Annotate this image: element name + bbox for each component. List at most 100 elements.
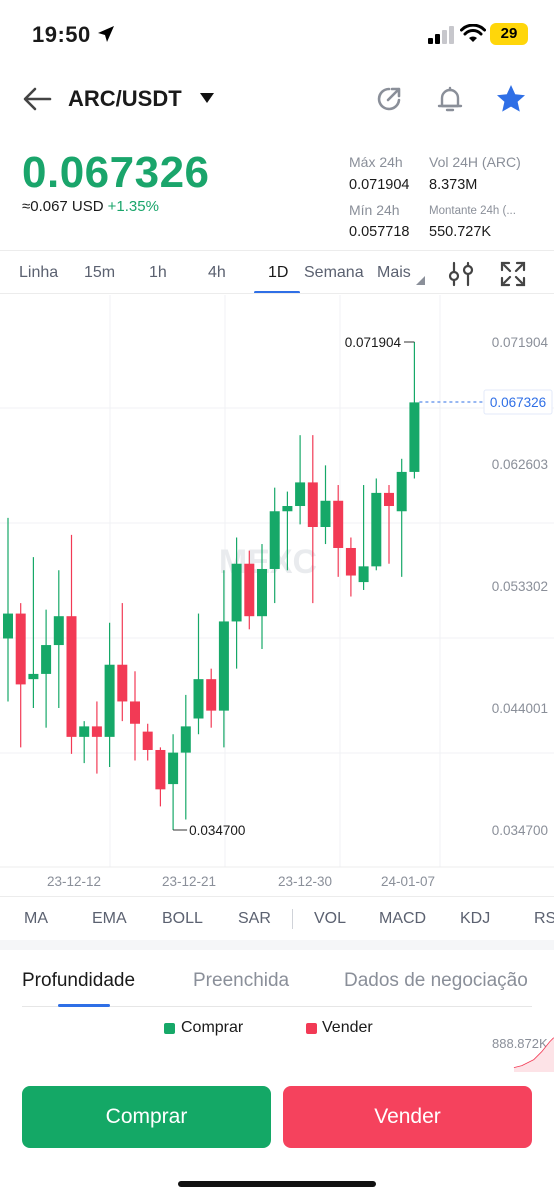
candle-body (371, 492, 382, 567)
candle-body (41, 645, 52, 674)
price-summary: 0.067326 ≈0.067 USD +1.35% Máx 24h 0.0719… (0, 140, 554, 250)
candle-body (79, 726, 90, 737)
sell-legend-label: Vender (322, 1019, 373, 1036)
tab-linha[interactable]: Linha (19, 264, 59, 281)
current-price-tag (483, 389, 553, 415)
candle-body (155, 749, 166, 790)
tab-15m[interactable]: 15m (84, 264, 116, 281)
indicator-separator (292, 909, 293, 929)
candle-body (104, 664, 115, 737)
low-24h-label: Mín 24h (349, 202, 400, 218)
y-tick-label: 0.062603 (492, 457, 548, 472)
indicator-bar: MA EMA BOLL SAR VOL MACD KDJ RS (0, 900, 554, 938)
indicator-settings-icon[interactable] (447, 261, 475, 287)
candle-body (3, 613, 13, 639)
share-icon[interactable] (374, 84, 404, 114)
current-price-label: 0.067326 (490, 395, 546, 410)
depth-axis-value: 888.872K (492, 1036, 548, 1051)
low-price-label: 0.034700 (189, 823, 245, 838)
low-24h-value: 0.057718 (349, 224, 410, 240)
header: ARC/USDT (0, 70, 554, 128)
fullscreen-icon[interactable] (500, 261, 526, 287)
bell-icon[interactable] (435, 84, 465, 114)
candle-body (307, 482, 318, 528)
amount-24h-label: Montante 24h (... (429, 205, 516, 217)
depth-chart-curve (513, 1037, 554, 1072)
x-tick-label: 23-12-30 (278, 874, 332, 889)
status-bar: 19:50 29 (0, 0, 554, 70)
candlestick-chart[interactable]: MEXC 0.071904 0.062603 0.053302 0.044001 0.0… (0, 295, 554, 895)
buy-button[interactable]: Comprar (22, 1086, 271, 1148)
x-tick-label: 23-12-12 (47, 874, 101, 889)
candle-body (193, 679, 204, 719)
buy-legend-label: Comprar (181, 1019, 244, 1036)
candle-body (28, 673, 39, 680)
candle-body (320, 500, 331, 528)
candle-body (168, 752, 179, 785)
tab-profundidade[interactable]: Profundidade (22, 970, 136, 991)
candle-body (396, 471, 407, 512)
tab-4h[interactable]: 4h (208, 264, 226, 281)
candle-body (244, 563, 255, 617)
candle-body (409, 402, 420, 472)
usd-approx: ≈0.067 USD (22, 198, 104, 215)
candle-body (282, 506, 293, 512)
sell-swatch (306, 1023, 317, 1034)
candle-body (384, 492, 394, 507)
amount-24h-value: 550.727K (429, 224, 492, 240)
vol-24h-value: 8.373M (429, 177, 478, 193)
indicator-kdj[interactable]: KDJ (460, 910, 491, 927)
candle-body (66, 616, 77, 737)
indicator-vol[interactable]: VOL (314, 910, 347, 927)
indicator-macd[interactable]: MACD (379, 910, 427, 927)
tab-1d[interactable]: 1D (268, 264, 289, 281)
candle-body (142, 731, 153, 750)
y-tick-label: 0.034700 (492, 823, 548, 838)
divider (0, 896, 554, 897)
depth-legend: Comprar Vender (0, 1018, 554, 1042)
candle-body (15, 613, 26, 685)
divider (0, 250, 554, 251)
high-24h-value: 0.071904 (349, 177, 410, 193)
high-24h-label: Máx 24h (349, 154, 403, 170)
indicator-sar[interactable]: SAR (238, 910, 271, 927)
status-time: 19:50 (32, 22, 91, 47)
tab-mais[interactable]: Mais (377, 264, 411, 281)
candle-body (53, 616, 64, 646)
candle-body (130, 701, 140, 724)
tab-semana[interactable]: Semana (304, 264, 364, 281)
indicator-ema[interactable]: EMA (92, 910, 127, 927)
home-indicator (178, 1181, 376, 1187)
active-tab-underline (58, 1004, 110, 1007)
candle-body (358, 566, 369, 583)
usd-price-line: ≈0.067 USD +1.35% (22, 198, 159, 215)
candle-body (218, 621, 229, 711)
y-tick-label: 0.053302 (492, 579, 548, 594)
tabs-baseline (22, 1006, 532, 1007)
candle-body (333, 500, 344, 548)
tab-1h[interactable]: 1h (149, 264, 167, 281)
buy-swatch (164, 1023, 175, 1034)
candle-body (180, 726, 191, 753)
pair-title[interactable]: ARC/USDT (68, 86, 182, 111)
candle-body (295, 482, 306, 507)
location-arrow-icon (98, 26, 114, 42)
last-price: 0.067326 (22, 148, 210, 197)
indicator-boll[interactable]: BOLL (162, 910, 203, 927)
battery-indicator: 29 (490, 23, 528, 45)
candle-body (269, 511, 280, 569)
price-change: +1.35% (107, 198, 159, 215)
mais-caret-icon (416, 276, 425, 285)
tab-dados-negociacao[interactable]: Dados de negociação (344, 970, 528, 991)
sell-button[interactable]: Vender (283, 1086, 532, 1148)
cellular-signal-icon (428, 26, 454, 44)
candle-body (345, 547, 356, 576)
chart-canvas[interactable]: MEXC 0.0719040.0626030.0533020.0440010.0… (0, 295, 554, 895)
tab-preenchida[interactable]: Preenchida (193, 970, 290, 991)
indicator-rs[interactable]: RS (534, 910, 554, 927)
caret-down-icon[interactable] (199, 91, 215, 105)
wifi-icon (460, 24, 486, 42)
indicator-ma[interactable]: MA (24, 910, 48, 927)
back-arrow-icon[interactable] (22, 86, 52, 112)
star-icon[interactable] (495, 83, 527, 115)
